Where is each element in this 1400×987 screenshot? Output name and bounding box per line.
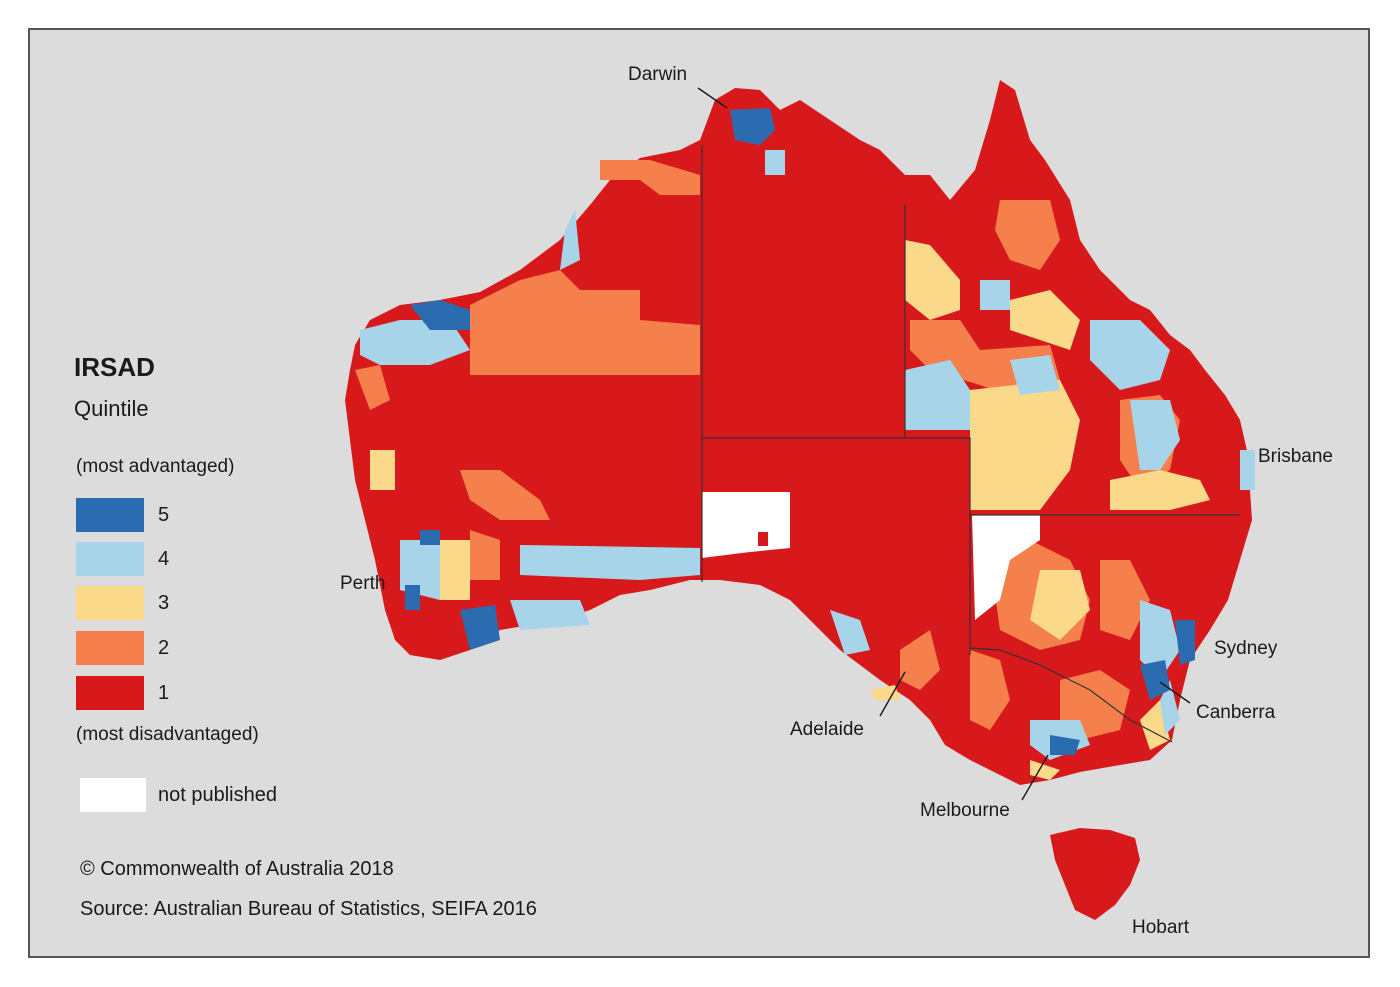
city-label-adelaide: Adelaide	[790, 719, 864, 740]
legend-label-3: 3	[158, 591, 170, 614]
city-label-canberra: Canberra	[1196, 702, 1276, 723]
legend-item-2: 2	[76, 631, 169, 665]
small-red-square	[758, 532, 768, 546]
legend-title: IRSAD	[74, 352, 155, 382]
legend-label-4: 4	[158, 547, 170, 570]
city-label-hobart: Hobart	[1132, 917, 1190, 938]
legend-swatch-3	[76, 586, 144, 620]
legend-swatch-not-published	[80, 778, 146, 812]
city-label-darwin: Darwin	[628, 64, 688, 85]
mainland-base	[345, 80, 1252, 785]
callout-lines	[697, 87, 1191, 801]
legend-subtitle: Quintile	[74, 396, 149, 421]
quintile-5-regions	[405, 108, 1195, 755]
city-label-perth: Perth	[340, 573, 386, 594]
legend-top-note: (most advantaged)	[76, 456, 235, 477]
copyright-text: © Commonwealth of Australia 2018	[80, 858, 394, 880]
legend-swatch-5	[76, 498, 144, 532]
quintile-4-regions	[360, 210, 1255, 760]
legend-swatch-4	[76, 542, 144, 576]
legend-item-4: 4	[76, 542, 169, 576]
legend-bottom-note: (most disadvantaged)	[76, 724, 259, 745]
source-text: Source: Australian Bureau of Statistics,…	[80, 898, 537, 920]
city-label-melbourne: Melbourne	[920, 800, 1010, 821]
legend-label-not-published: not published	[158, 783, 277, 806]
legend-swatch-2	[76, 631, 144, 665]
city-label-sydney: Sydney	[1214, 638, 1278, 659]
state-borders	[701, 145, 1240, 743]
tasmania	[1050, 828, 1140, 920]
legend-item-5: 5	[76, 498, 169, 532]
legend-not-published: not published	[80, 778, 277, 812]
city-label-brisbane: Brisbane	[1258, 446, 1333, 467]
darwin-area	[765, 150, 785, 175]
legend-label-2: 2	[158, 636, 170, 659]
quintile-3-regions	[370, 240, 1210, 780]
legend-item-1: 1	[76, 676, 169, 710]
legend-item-3: 3	[76, 586, 169, 620]
legend-label-1: 1	[158, 681, 170, 704]
legend-label-5: 5	[158, 503, 170, 526]
legend-swatch-1	[76, 676, 144, 710]
